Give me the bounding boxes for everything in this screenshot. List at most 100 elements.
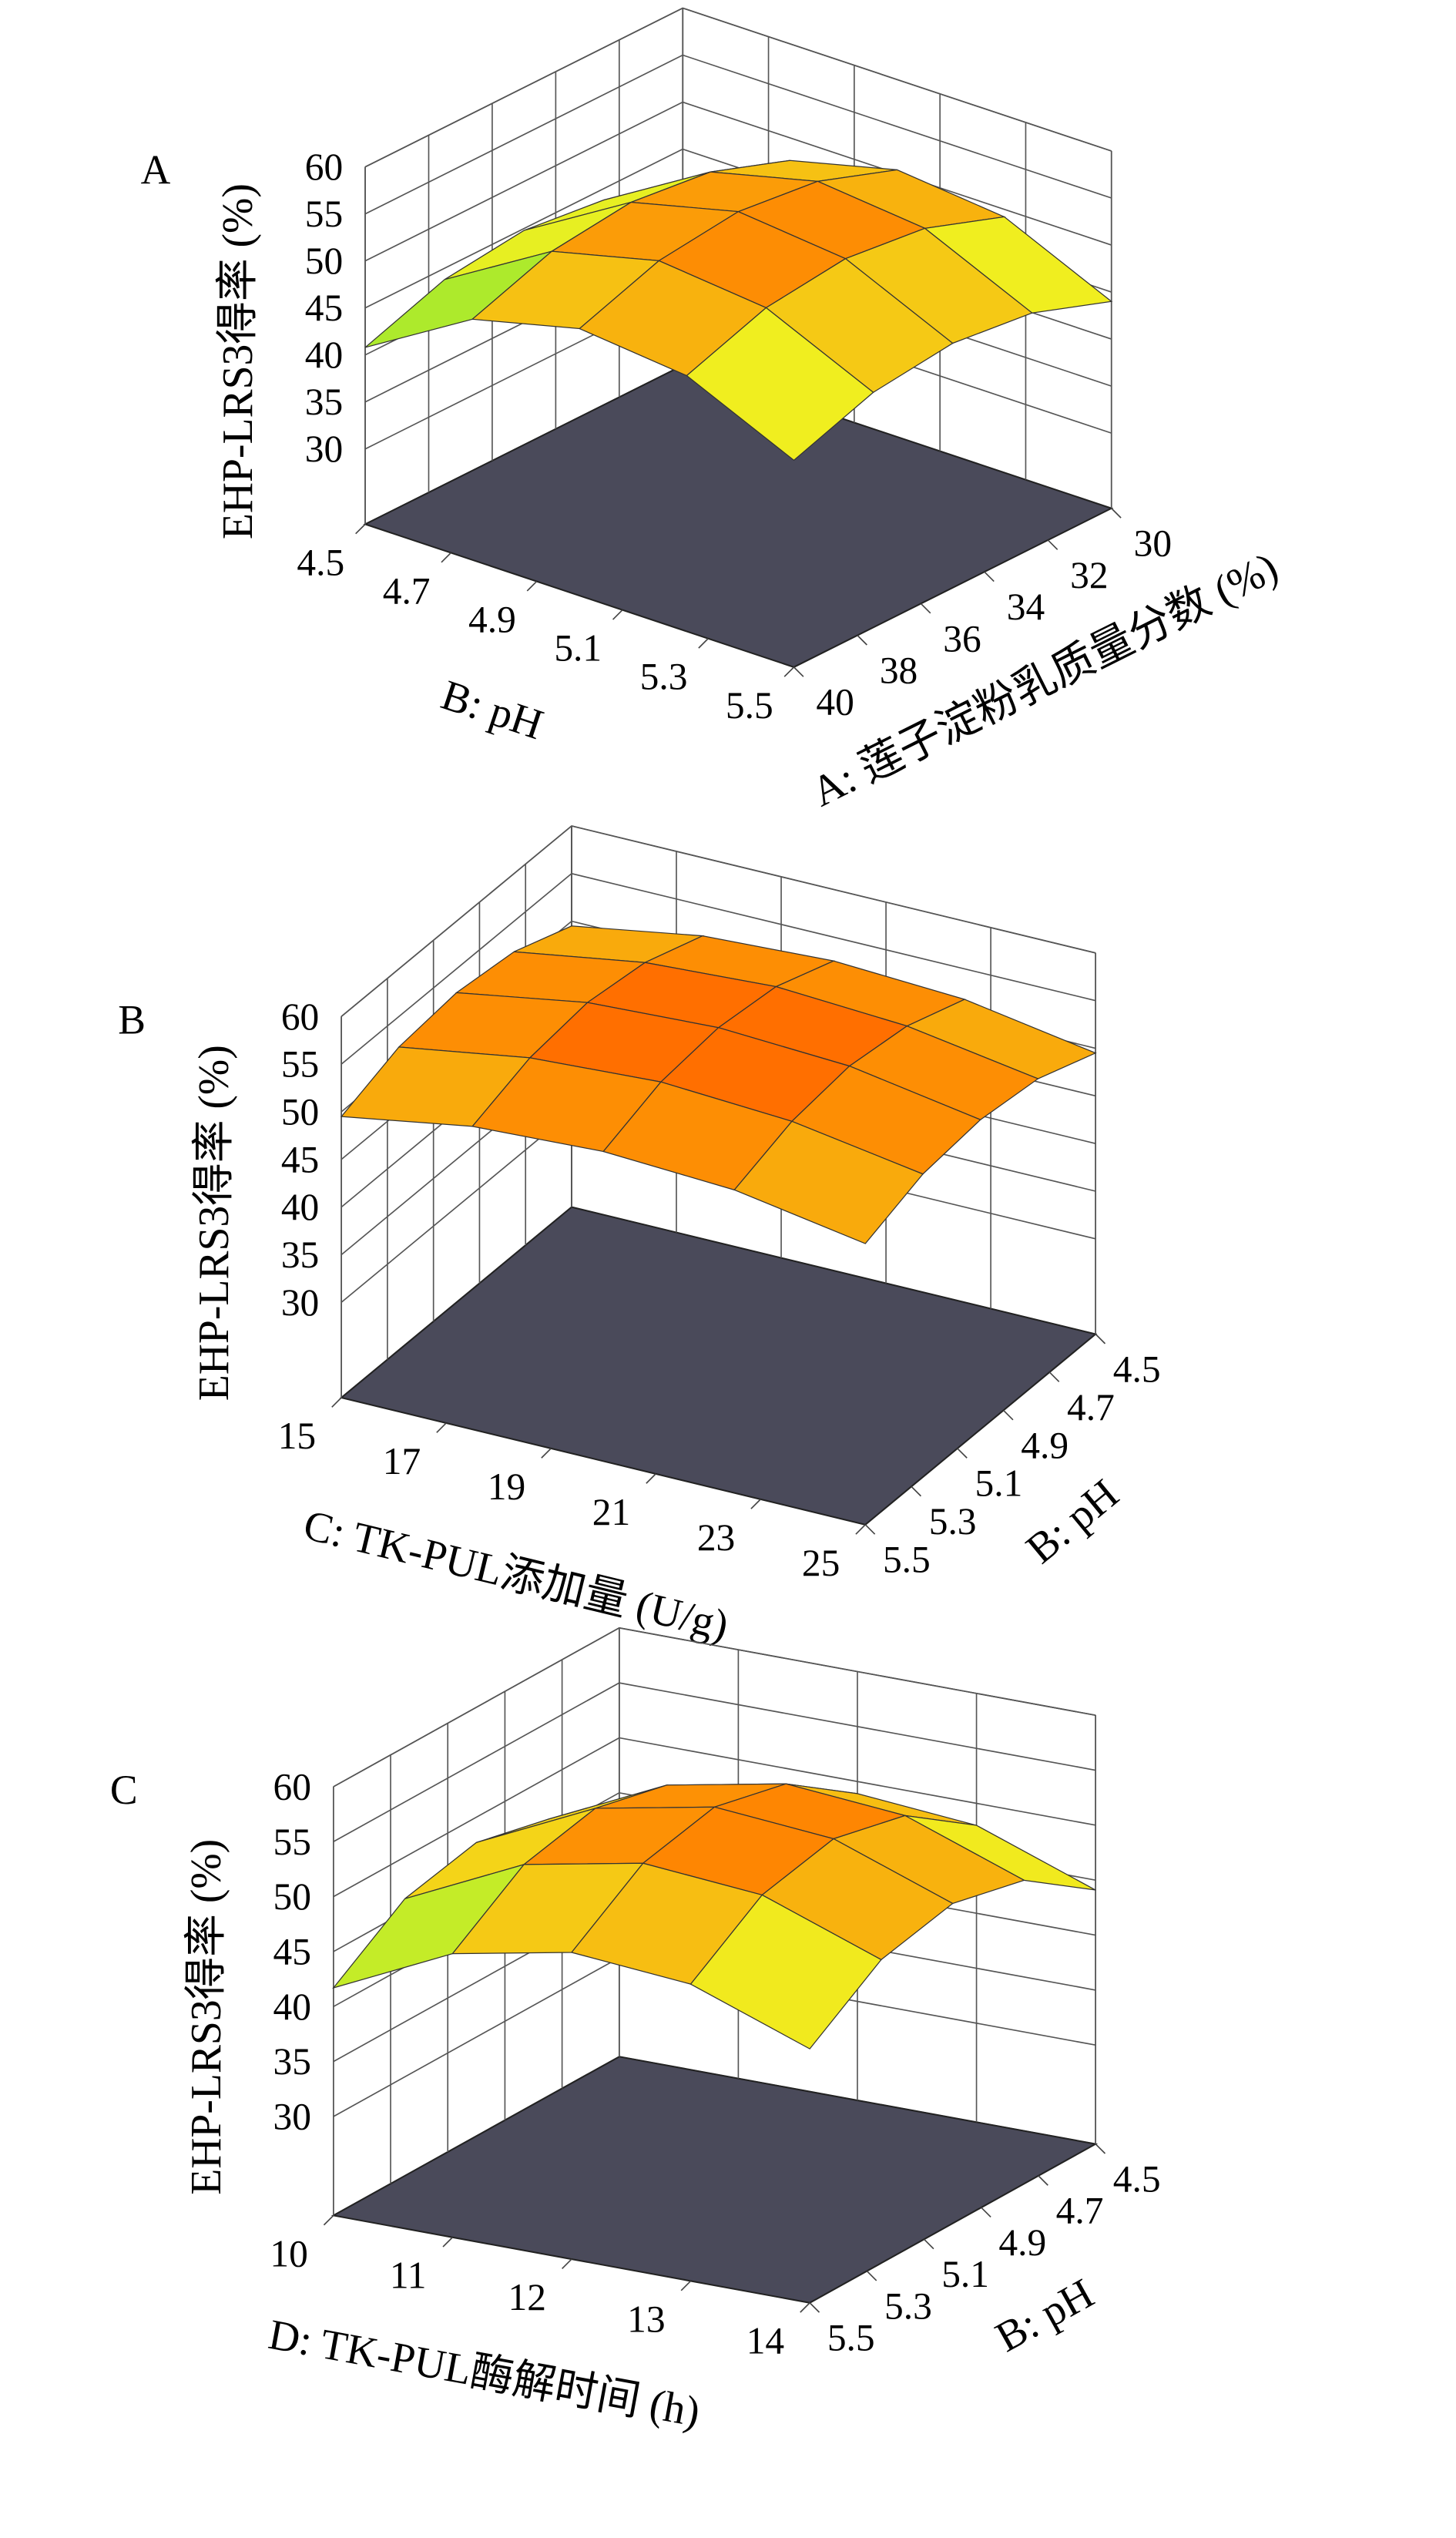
z-tick-label: 60 [281,995,319,1038]
y-tick-label: 4.9 [1021,1424,1069,1466]
tick-mark [562,2258,572,2270]
x-tick-label: 13 [627,2298,665,2340]
tick-mark [1048,1371,1060,1382]
surface-chart: 30 35 40 45 50 55 60 10 11 12 13 14 5.55.35.14.94.74… [110,1627,1161,2436]
y-tick-label: 4.9 [998,2221,1046,2264]
x-tick-label: 4.9 [468,599,516,641]
tick-mark [541,1448,552,1459]
x-tick-label: 5.3 [640,656,688,698]
tick-mark [1111,508,1122,519]
tick-mark [1047,539,1058,550]
z-tick-label: 30 [281,1281,319,1324]
panel-letter: A [141,147,171,193]
x-tick-label: 25 [802,1542,840,1584]
z-tick-label: 60 [305,146,343,188]
x-tick-label: 12 [508,2276,546,2318]
tick-mark [355,523,366,535]
y-axis-title: B: pH [988,2269,1102,2361]
tick-mark [526,580,538,592]
tick-mark [981,2207,991,2218]
tick-mark [323,2214,334,2226]
y-tick-label: 5.5 [883,1539,931,1581]
z-tick-label: 35 [273,2040,311,2083]
x-tick-label: 5.5 [726,684,773,727]
tick-mark [800,2302,810,2313]
y-tick-label: 32 [1070,554,1108,596]
x-axis-title: B: pH [435,671,549,749]
x-tick-label: 14 [746,2320,784,2362]
z-axis-title: EHP-LRS3得率 (%) [214,183,262,539]
x-tick-label: 21 [592,1491,630,1533]
tick-mark [750,1499,761,1509]
tick-mark [783,666,795,677]
z-tick-label: 55 [273,1821,311,1863]
z-tick-label: 40 [273,1986,311,2028]
x-tick-label: 4.7 [383,569,431,612]
surface-cell [686,307,874,462]
tick-mark [612,609,623,620]
x-axis-title: C: TK-PUL添加量 (U/g) [299,1501,733,1650]
x-tick-label: 17 [383,1440,421,1482]
x-tick-label: 10 [270,2232,307,2274]
tick-mark [1095,2144,1106,2154]
z-tick-label: 40 [305,334,343,376]
y-tick-label: 4.5 [1113,1348,1161,1390]
x-tick-label: 11 [390,2254,427,2297]
surface-chart: 30 35 40 45 50 55 60 4.5 4.7 4.9 5.1 5.3 5.5 40 38 36 34… [141,7,1286,816]
tick-mark [984,571,995,582]
z-tick-label: 50 [305,240,343,282]
x-tick-label: 19 [488,1465,525,1508]
y-tick-label: 38 [880,649,918,691]
z-tick-label: 45 [281,1138,319,1180]
tick-mark [698,638,709,649]
y-tick-label: 5.1 [941,2253,989,2295]
tick-mark [436,1422,447,1433]
panel-letter: C [110,1767,138,1813]
tick-mark [442,2237,453,2248]
tick-mark [793,666,804,677]
tick-mark [646,1473,656,1484]
tick-mark [920,603,931,614]
z-axis-title: EHP-LRS3得率 (%) [190,1045,238,1401]
z-tick-label: 55 [281,1043,319,1086]
y-tick-label: 5.3 [929,1500,977,1543]
z-tick-label: 40 [281,1186,319,1228]
z-tick-label: 55 [305,193,343,235]
x-tick-label: 23 [697,1516,735,1559]
y-tick-label: 36 [943,617,981,660]
y-tick-label: 5.3 [884,2285,932,2327]
y-tick-label: 4.5 [1113,2157,1161,2200]
x-tick-label: 5.1 [554,627,602,670]
grid-line [364,7,1112,168]
z-tick-label: 35 [281,1234,319,1276]
tick-mark [866,2270,877,2281]
tick-mark [911,1486,922,1497]
z-tick-label: 50 [273,1875,311,1918]
y-tick-label: 40 [816,681,854,723]
tick-mark [680,2280,692,2291]
tick-mark [855,1524,866,1535]
z-tick-label: 45 [305,287,343,329]
y-tick-label: 34 [1007,586,1045,628]
surface-cell [689,1894,882,2050]
y-tick-label: 5.1 [975,1462,1022,1505]
y-tick-label: 4.7 [1067,1386,1115,1428]
x-tick-label: 15 [278,1415,316,1457]
tick-mark [331,1397,342,1408]
z-axis-title: EHP-LRS3得率 (%) [183,1839,230,2195]
y-tick-label: 4.7 [1056,2190,1104,2232]
z-tick-label: 60 [273,1765,311,1808]
tick-mark [923,2238,934,2250]
tick-mark [809,2302,820,2313]
panel-letter: B [118,996,146,1042]
tick-mark [1095,1333,1106,1345]
z-tick-label: 35 [305,381,343,423]
y-tick-label: 30 [1134,522,1172,565]
tick-mark [1003,1409,1014,1421]
tick-mark [857,635,867,646]
y-axis-title: B: pH [1018,1470,1128,1573]
x-tick-label: 4.5 [297,541,344,583]
tick-mark [441,552,451,563]
